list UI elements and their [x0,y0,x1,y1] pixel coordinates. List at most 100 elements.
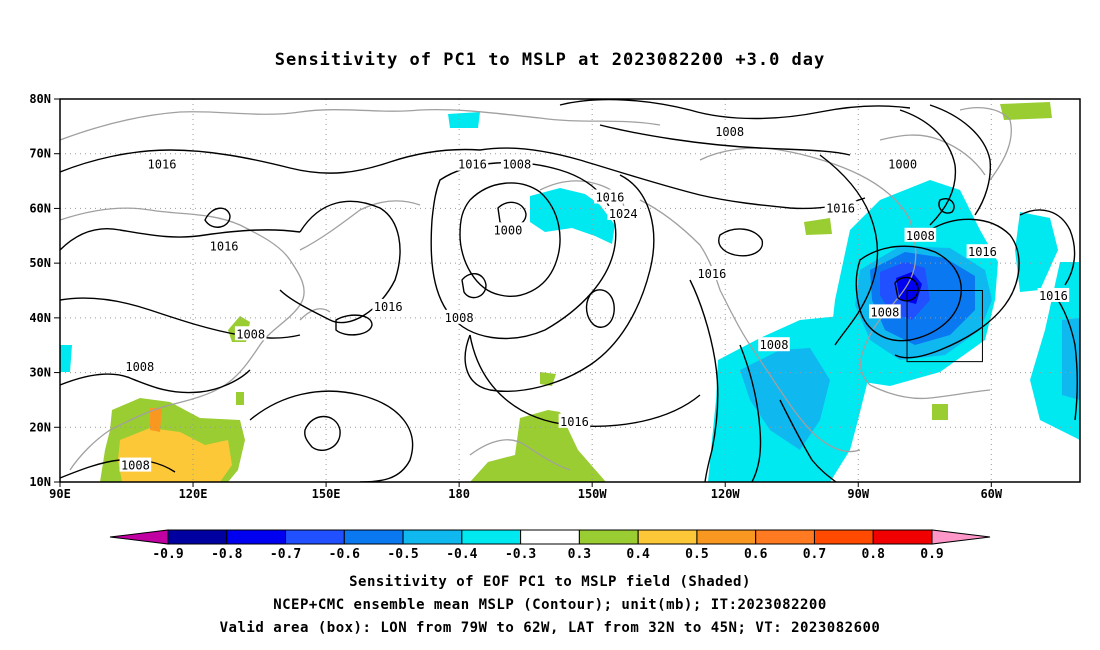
colorbar-cells [167,529,933,545]
colorbar-label: 0.9 [920,547,943,562]
colorbar-label: 0.6 [744,547,768,562]
colorbar-cell [696,529,757,545]
colorbar-cell [813,529,874,545]
lon-label: 60W [980,487,1002,501]
contour-label-bg [1037,287,1070,302]
lon-label: 180 [448,487,470,501]
colorbar-label: -0.5 [387,547,418,562]
contour-label-bg [146,156,178,171]
caption-contour: NCEP+CMC ensemble mean MSLP (Contour); u… [273,597,827,613]
contour-1016-mid [479,147,866,210]
contour-label-bg [558,413,591,428]
shade-negative-eastpacific-core [740,348,830,450]
contour-label-bg [372,298,404,313]
colorbar: -0.9 -0.8 -0.7 -0.6 -0.5 -0.4 -0.3 0.3 0.4 0.5 0.6… [109,529,991,562]
contour-1008-coast [689,279,719,482]
contour-label: 1016 [1039,289,1068,303]
contour-label: 1000 [888,158,917,172]
lat-label: 80N [29,92,51,106]
contour-label-bg [119,457,152,472]
contour-1008-atl-low [855,245,962,342]
shade-positive-dot [236,392,244,405]
contour-label: 1016 [595,190,624,204]
colorbar-cell [461,529,522,545]
map-title: Sensitivity of PC1 to MSLP at 2023082200… [274,50,826,70]
contour-small-low [461,273,487,299]
contour-label-bg [607,205,640,220]
contour-label-bg [594,189,626,204]
longitude-axis: 90E 120E 150E 180 150W 120W 90W 60W [49,482,1003,501]
colorbar-cell [402,529,463,545]
contour-label-bg [904,227,937,242]
contour-label: 1008 [502,158,531,172]
contour-label: 1008 [236,327,265,341]
contour-label-bg [456,156,489,171]
contour-label: 1000 [493,223,522,237]
lon-label: 90E [49,487,71,501]
colorbar-label: 0.8 [861,547,885,562]
colorbar-label: 0.3 [568,547,591,562]
contour-label: 1024 [609,207,638,221]
colorbar-cell [226,529,287,545]
colorbar-cell [167,529,228,545]
shade-positive-canada [804,218,832,235]
contour-label-bg [208,238,240,253]
shade-negative-west-edge [60,345,72,372]
lon-label: 150W [578,487,608,501]
contour-1008-south [60,369,251,394]
contour-1000-atlantic [819,154,879,346]
colorbar-label: -0.9 [152,547,183,562]
contour-atl-center [894,276,919,302]
contour-1016-small-3 [718,228,764,257]
contour-1016-east [1049,289,1078,421]
colorbar-cell [637,529,698,545]
contour-1016-north [60,148,481,174]
shade-positive-dot-3 [932,404,948,420]
colorbar-label: 0.5 [685,547,708,562]
contour-1016-small-1 [204,207,231,228]
colorbar-label: -0.8 [211,547,242,562]
lat-lon-grid [60,99,1080,482]
colorbar-label: 0.4 [626,547,650,562]
map-canvas: 1016 1016 1016 1008 1008 1008 1016 1008 1000 1008… [29,92,1081,501]
lat-label: 50N [29,256,51,270]
colorbar-labels: -0.9 -0.8 -0.7 -0.6 -0.5 -0.4 -0.3 0.3 0.4 0.5 0.6… [152,547,943,562]
contour-label: 1016 [148,158,177,172]
colorbar-high-end [931,529,991,545]
colorbar-cell [285,529,345,545]
shade-negative-arctic [448,112,480,128]
contour-small-high [585,289,615,328]
contour-label-bg [824,200,857,215]
contour-1000-greenland [899,109,957,226]
lat-label: 30N [29,366,51,380]
contour-1008-gr2 [929,104,992,216]
contour-label: 1016 [210,240,239,254]
map-frame [59,98,1081,483]
contour-1016-ne [1019,209,1076,286]
contour-1008-arctic [559,99,911,120]
contour-label: 1016 [697,267,726,281]
contour-label: 1008 [760,338,789,352]
contour-label: 1016 [374,300,403,314]
contour-1008-north [599,124,851,156]
contour-label-bg [492,222,524,237]
shade-positive-pacific [470,410,606,482]
shade-negative-aleutian [530,188,615,244]
shade-positive-greenland [1000,102,1052,120]
contour-label: 1016 [458,158,487,172]
contour-label-bg [869,304,901,319]
colorbar-label: -0.4 [446,547,477,562]
lat-label: 10N [29,475,51,489]
colorbar-label: -0.3 [505,547,536,562]
contour-1000-low [459,182,561,297]
contour-label-bg [500,156,533,171]
contour-1016-loop [279,200,401,324]
contour-1016-pacific [464,174,655,392]
contour-label: 1016 [560,415,589,429]
contour-1008-mexico [739,344,762,482]
contour-label: 1008 [121,459,150,473]
caption-valid-area: Valid area (box): LON from 79W to 62W, L… [219,620,881,636]
contour-label-layer: 1016 1016 1016 1008 1008 1008 1016 1008 1000 1008… [119,123,1070,473]
shade-positive-dot-2 [540,372,556,386]
contour-1016-sw [249,390,414,482]
